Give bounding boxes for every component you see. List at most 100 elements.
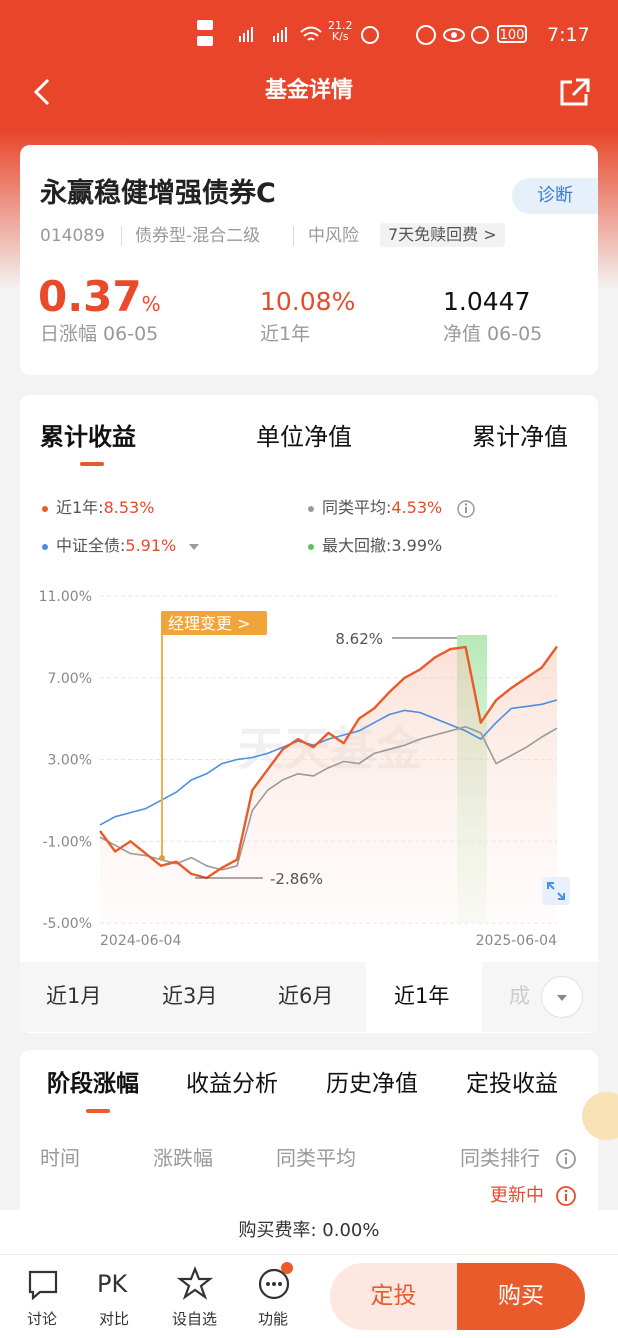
separator [121, 226, 122, 246]
legend-name: 同类平均: [322, 498, 392, 517]
back-button[interactable] [28, 76, 58, 108]
fund-code: 014089 [40, 226, 105, 246]
chart-tab[interactable]: 累计净值 [472, 423, 568, 451]
legend-name: 近1年: [56, 498, 104, 517]
legend-dot [308, 543, 314, 550]
buy-button[interactable]: 购买 [457, 1263, 585, 1330]
legend-dot [42, 543, 48, 550]
info-icon[interactable] [456, 499, 476, 519]
annotation-high: 8.62% [335, 630, 383, 648]
legend-value: 5.91% [125, 536, 177, 555]
area [100, 646, 557, 923]
nav-value: 1.0447 [443, 287, 531, 316]
range-tab[interactable]: 成 [509, 984, 530, 1008]
x-tick-label: 2025-06-04 [476, 933, 557, 949]
nav-label[interactable]: 讨论 [27, 1310, 58, 1328]
nav-label[interactable]: 对比 [99, 1310, 130, 1328]
y-tick-label: -1.00% [42, 834, 92, 850]
legend-dot [308, 505, 314, 512]
series-line [99, 699, 558, 826]
chart-tab[interactable]: 累计收益 [40, 423, 136, 451]
tab-underline [86, 1109, 110, 1113]
range-tab[interactable]: 近3月 [162, 984, 218, 1008]
status-icons [197, 20, 322, 46]
nav-label[interactable]: 设自选 [172, 1310, 218, 1328]
daily-label: 日涨幅 06-05 [40, 323, 159, 345]
nav-label: 净值 06-05 [443, 323, 543, 345]
legend-item: 同类平均:4.53% [308, 500, 442, 516]
fund-name: 永赢稳健增强债券C [40, 178, 276, 209]
share-button[interactable] [558, 76, 592, 108]
separator [293, 226, 294, 246]
table-header: 同类排行 [460, 1146, 540, 1170]
range-more[interactable] [541, 976, 583, 1018]
y-tick-label: 11.00% [39, 589, 92, 605]
y-tick-label: 3.00% [48, 753, 92, 769]
diagnose-button[interactable]: 诊断 [512, 178, 598, 214]
expand-bg [542, 877, 570, 905]
star-icon[interactable] [177, 1266, 213, 1300]
info-icon[interactable] [555, 1147, 579, 1171]
section-tab[interactable]: 收益分析 [186, 1071, 278, 1097]
fund-card [20, 145, 598, 375]
legend-item: 近1年:8.53% [42, 500, 154, 516]
manager-dot [159, 855, 165, 861]
status-icons-2 [361, 25, 489, 45]
mascot[interactable] [582, 1092, 618, 1140]
discuss-icon[interactable] [26, 1268, 62, 1300]
range-tabs [20, 962, 598, 1032]
dropdown-arrow[interactable] [189, 543, 200, 550]
year-return: 10.08% [260, 287, 356, 316]
clock: 7:17 [547, 24, 590, 46]
chart: 天天基金11.00%7.00%3.00%-1.00%-5.00%2024-06-… [39, 589, 570, 949]
plan-button[interactable]: 定投 [330, 1263, 470, 1330]
fund-risk: 中风险 [308, 226, 359, 246]
range-tab[interactable]: 近6月 [278, 984, 334, 1008]
section-tab[interactable]: 阶段涨幅 [47, 1071, 139, 1097]
legend-value: 3.99% [391, 536, 443, 555]
legend-item: 中证全债:5.91% [42, 536, 200, 555]
expand-glyph [547, 882, 565, 900]
header-title: 基金详情 [264, 78, 353, 103]
y-tick-label: -5.00% [42, 916, 92, 932]
range-tab[interactable]: 近1月 [46, 984, 102, 1008]
legend-value: 8.53% [103, 498, 155, 517]
legend-item: 最大回撤:3.99% [308, 538, 442, 554]
series-line [99, 726, 558, 871]
info-icon[interactable] [555, 1185, 579, 1209]
speed: 21.2 [328, 19, 353, 32]
range-tab[interactable]: 近1年 [394, 984, 450, 1008]
legend-name: 最大回撤: [322, 536, 392, 555]
pk-icon[interactable]: PK [97, 1270, 128, 1298]
year-label: 近1年 [260, 323, 311, 345]
daily-change-value: 0.37 [38, 272, 142, 321]
line-layer [99, 645, 558, 880]
annotation-low: -2.86% [270, 870, 323, 888]
series-line [99, 645, 558, 880]
table-header: 涨跌幅 [153, 1146, 213, 1170]
table-header: 时间 [40, 1146, 80, 1170]
daily-change: 0.37% [38, 276, 161, 318]
legend-name: 中证全债: [56, 536, 126, 555]
battery: 100 [497, 25, 527, 43]
nav-label[interactable]: 功能 [258, 1310, 289, 1328]
status-speed: 21.2 K/s [328, 20, 353, 42]
daily-change-unit: % [141, 292, 161, 316]
dropdown-arrow [557, 995, 567, 1001]
manager-tag-bg [161, 611, 267, 635]
fund-category: 债券型-混合二级 [135, 226, 261, 246]
battery-level: 100 [499, 28, 525, 43]
fee-rate: 购买费率: 0.00% [238, 1220, 380, 1241]
update-status: 更新中 [490, 1185, 544, 1206]
area-layer [100, 635, 557, 923]
legend-value: 4.53% [391, 498, 443, 517]
chart-tab[interactable]: 单位净值 [256, 423, 352, 451]
more-icon[interactable] [256, 1260, 298, 1300]
section-tab[interactable]: 历史净值 [326, 1071, 418, 1097]
table-header: 同类平均 [276, 1146, 356, 1170]
tab-underline [80, 462, 104, 466]
fee-tag[interactable]: 7天免赎回费 > [380, 223, 505, 247]
section-tab[interactable]: 定投收益 [466, 1071, 558, 1097]
expand-button[interactable] [542, 877, 570, 905]
